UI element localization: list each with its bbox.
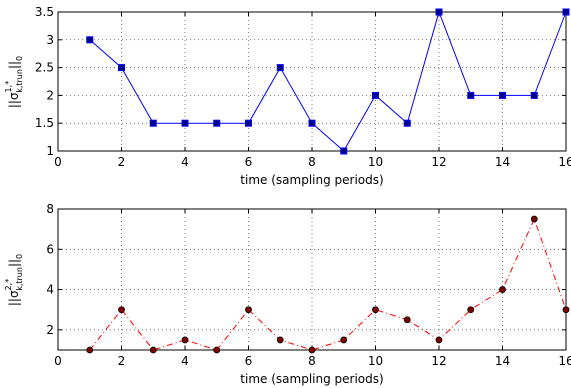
chart-top-ylabel: ||σ1,* k,trun||0 [4,56,24,108]
bottom-point-13 [499,286,506,293]
top-ytick-label-1: 1.5 [35,116,54,130]
top-ytick-label-2: 2 [46,88,54,102]
top-point-8 [340,147,348,155]
bottom-xtick-label-3: 6 [245,354,253,368]
bottom-xtick-label-7: 14 [495,354,510,368]
top-point-4 [213,119,221,127]
bottom-point-7 [308,346,316,354]
bottom-point-4 [213,346,221,354]
top-xtick-label-2: 4 [181,155,189,169]
top-point-1 [118,64,125,72]
bottom-xtick-label-8: 16 [558,354,571,368]
top-point-14 [530,91,538,99]
top-point-5 [245,119,252,127]
svg-text:||σ1,*k,trun||0: ||σ1,* k,trun||0 [4,56,24,108]
top-point-7 [308,119,316,127]
top-point-6 [276,64,284,72]
chart-bottom: ||σ2,* k,trun||0 time (sampling periods) … [4,202,571,386]
top-xtick-label-0: 0 [54,155,62,169]
top-point-13 [499,91,506,99]
bottom-point-10 [403,316,411,324]
top-series-line-0 [89,10,567,152]
bottom-point-12 [467,306,475,314]
bottom-point-6 [276,336,284,344]
bottom-point-8 [340,336,348,344]
top-ytick-label-5: 3.5 [35,5,54,19]
bottom-series-line-0 [89,217,567,351]
svg-text:||σ2,*k,trun||0: ||σ2,* k,trun||0 [4,254,24,306]
top-xtick-label-1: 2 [118,155,126,169]
top-point-0 [86,36,94,44]
bottom-point-9 [372,306,379,314]
bottom-point-2 [149,346,157,354]
bottom-point-0 [86,346,94,354]
top-ytick-label-4: 3 [46,33,54,47]
bottom-xtick-label-0: 0 [54,354,62,368]
bottom-xtick-label-4: 8 [308,354,316,368]
bottom-point-5 [245,306,252,314]
bottom-ytick-label-1: 4 [46,283,54,297]
bottom-xtick-label-5: 10 [368,354,383,368]
bottom-xtick-label-2: 4 [181,354,189,368]
top-xtick-label-7: 14 [495,155,510,169]
top-xtick-label-3: 6 [245,155,253,169]
bottom-ytick-label-2: 6 [46,242,54,256]
top-point-15 [562,8,570,16]
top-point-10 [403,119,411,127]
bottom-point-1 [118,306,125,314]
top-ytick-label-0: 1 [46,144,54,158]
bottom-ytick-label-0: 2 [46,323,54,337]
chart-bottom-xlabel: time (sampling periods) [240,372,383,386]
bottom-point-3 [181,336,189,344]
top-point-2 [149,119,157,127]
chart-bottom-ylabel: ||σ2,* k,trun||0 [4,254,24,306]
bottom-point-14 [530,215,538,223]
bottom-point-15 [562,306,570,314]
chart-top-xlabel: time (sampling periods) [240,173,383,187]
top-point-12 [467,91,475,99]
bottom-xtick-label-1: 2 [118,354,126,368]
top-point-9 [372,91,379,99]
top-xtick-label-8: 16 [558,155,571,169]
top-xtick-label-6: 12 [431,155,446,169]
bottom-xtick-label-6: 12 [431,354,446,368]
bottom-ytick-label-3: 8 [46,202,54,216]
top-xtick-label-4: 8 [308,155,316,169]
bottom-point-11 [435,336,443,344]
top-xtick-label-5: 10 [368,155,383,169]
top-point-3 [181,119,189,127]
chart-top: ||σ1,* k,trun||0 time (sampling periods) … [4,5,571,187]
top-ytick-label-3: 2.5 [35,61,54,75]
top-point-11 [435,8,443,16]
